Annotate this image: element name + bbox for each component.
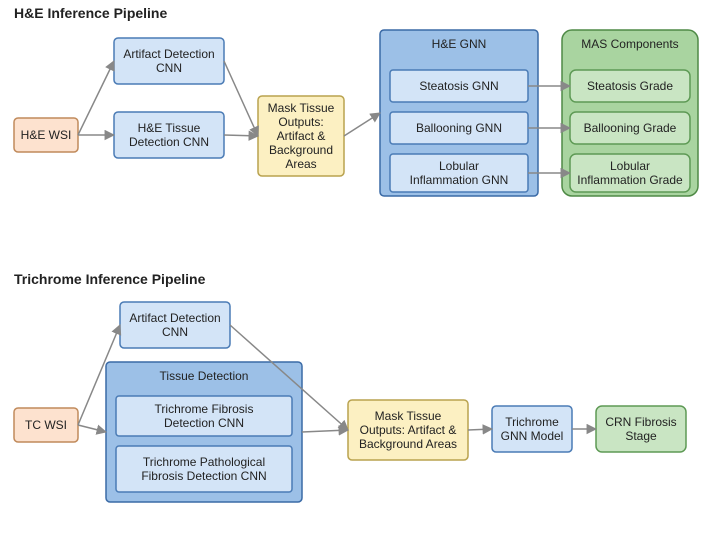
node-he_gnn_lob: LobularInflammation GNN (390, 154, 528, 192)
node-label: TC WSI (25, 418, 67, 432)
node-label: Mask Tissue (375, 409, 442, 423)
node-label: Detection CNN (164, 416, 244, 430)
node-label: Areas (285, 157, 316, 171)
node-label: Outputs: (278, 115, 323, 129)
node-mas_ste: Steatosis Grade (570, 70, 690, 102)
node-label: H&E Tissue (138, 121, 201, 135)
edge-tc_td_panel-tc_mask (302, 430, 348, 432)
edge-he_tissue-he_mask (224, 135, 258, 136)
node-tc_art: Artifact DetectionCNN (120, 302, 230, 348)
node-label: Lobular (439, 159, 479, 173)
node-header: Tissue Detection (160, 369, 249, 383)
node-label: CNN (156, 61, 182, 75)
node-mas_bal: Ballooning Grade (570, 112, 690, 144)
node-header: MAS Components (581, 37, 678, 51)
node-label: Trichrome Fibrosis (155, 402, 254, 416)
node-he_tissue: H&E TissueDetection CNN (114, 112, 224, 158)
node-label: Background (269, 143, 333, 157)
node-mas_lob: LobularInflammation Grade (570, 154, 690, 192)
node-label: H&E WSI (21, 128, 72, 142)
node-tc_wsi: TC WSI (14, 408, 78, 442)
node-tc_gnn: TrichromeGNN Model (492, 406, 572, 452)
node-tc_td_path: Trichrome PathologicalFibrosis Detection… (116, 446, 292, 492)
node-label: Artifact & (277, 129, 326, 143)
node-he_art: Artifact DetectionCNN (114, 38, 224, 84)
node-label: Outputs: Artifact & (360, 423, 457, 437)
node-label: Inflammation GNN (410, 173, 509, 187)
node-he_mask: Mask TissueOutputs:Artifact &BackgroundA… (258, 96, 344, 176)
section-title-he: H&E Inference Pipeline (14, 5, 167, 21)
node-label: Steatosis Grade (587, 79, 673, 93)
node-he_wsi: H&E WSI (14, 118, 78, 152)
node-label: Artifact Detection (123, 47, 214, 61)
node-label: Trichrome Pathological (143, 455, 265, 469)
node-label: GNN Model (501, 429, 564, 443)
node-label: CRN Fibrosis (605, 415, 676, 429)
node-label: Stage (625, 429, 657, 443)
section-title-tc: Trichrome Inference Pipeline (14, 271, 206, 287)
edge-he_art-he_mask (224, 61, 258, 136)
node-label: Steatosis GNN (419, 79, 498, 93)
node-label: Artifact Detection (129, 311, 220, 325)
edge-he_wsi-he_art (78, 61, 114, 135)
node-label: Background Areas (359, 437, 457, 451)
node-label: Mask Tissue (268, 101, 335, 115)
node-label: Fibrosis Detection CNN (141, 469, 266, 483)
node-tc_crn: CRN FibrosisStage (596, 406, 686, 452)
node-label: Lobular (610, 159, 650, 173)
edge-tc_wsi-tc_td_panel (78, 425, 106, 432)
node-he_gnn_bal: Ballooning GNN (390, 112, 528, 144)
node-label: Inflammation Grade (577, 173, 683, 187)
edge-he_mask-he_gnn_panel (344, 113, 380, 136)
edge-tc_mask-tc_gnn (468, 429, 492, 430)
node-label: Trichrome (505, 415, 559, 429)
node-header: H&E GNN (432, 37, 487, 51)
node-label: Detection CNN (129, 135, 209, 149)
node-tc_td_fib: Trichrome FibrosisDetection CNN (116, 396, 292, 436)
node-tc_mask: Mask TissueOutputs: Artifact &Background… (348, 400, 468, 460)
node-label: Ballooning Grade (584, 121, 677, 135)
node-label: CNN (162, 325, 188, 339)
node-he_gnn_ste: Steatosis GNN (390, 70, 528, 102)
node-label: Ballooning GNN (416, 121, 502, 135)
